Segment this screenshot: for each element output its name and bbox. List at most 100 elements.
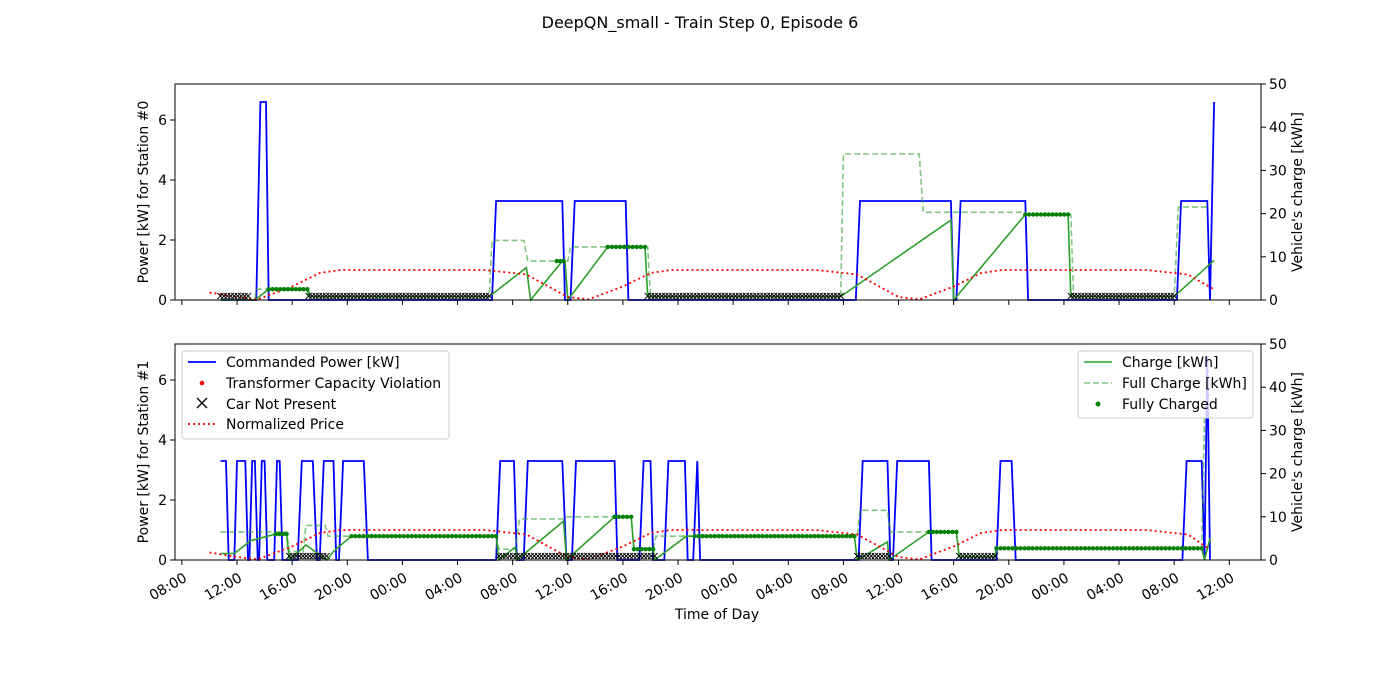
station-1-fully-charged-marker	[1111, 546, 1116, 551]
station-1-fully-charged-marker	[353, 534, 358, 539]
legend-charge-label: Charge [kWh]	[1122, 355, 1218, 371]
station-0-right-ytick-label: 0	[1269, 293, 1278, 309]
legend-commanded-label: Commanded Power [kW]	[226, 355, 400, 371]
station-1-fully-charged-marker	[1046, 546, 1051, 551]
station-1-fully-charged-marker	[1038, 546, 1043, 551]
station-1-fully-charged-marker	[381, 534, 386, 539]
station-1-fully-charged-marker	[840, 534, 845, 539]
station-1-commanded-power-kw-line	[220, 355, 1211, 561]
station-1-fully-charged-marker	[780, 534, 785, 539]
station-1-fully-charged-marker	[692, 534, 697, 539]
station-0-fully-charged-marker	[1062, 212, 1067, 217]
station-1-fully-charged-marker	[716, 534, 721, 539]
station-1-car-not-present-marker	[651, 552, 658, 560]
station-1-fully-charged-marker	[1199, 546, 1204, 551]
station-1-fully-charged-marker	[708, 534, 713, 539]
station-1-fully-charged-marker	[930, 529, 935, 535]
station-1-fully-charged-marker	[736, 534, 741, 539]
station-1-normalized-price-line	[209, 529, 1211, 561]
station-1-fully-charged-marker	[277, 531, 282, 537]
station-1-fully-charged-marker	[1022, 546, 1027, 551]
station-0-fully-charged-marker	[1034, 212, 1040, 217]
station-0-fully-charged-marker	[1054, 212, 1059, 217]
station-1-fully-charged-marker	[421, 534, 426, 539]
station-1-fully-charged-marker	[954, 529, 959, 535]
station-1-car-not-present-marker	[991, 552, 999, 560]
station-0-fully-charged-marker	[266, 287, 271, 292]
station-1-fully-charged-marker	[639, 547, 644, 552]
station-1-axes-frame	[174, 343, 1262, 561]
station-1-fully-charged-marker	[696, 534, 701, 539]
station-1-fully-charged-marker	[433, 534, 438, 539]
station-0-car-not-present-marker	[1170, 292, 1178, 300]
station-1-fully-charged-marker	[1006, 546, 1011, 551]
legend-right: Charge [kWh] Full Charge [kWh] Fully Cha…	[1077, 350, 1254, 419]
station-0-left-ytick-label: 2	[158, 233, 167, 249]
station-1-fully-charged-marker	[1131, 546, 1136, 551]
station-1-fully-charged-marker	[748, 534, 753, 539]
station-1-fully-charged-marker	[1143, 546, 1148, 551]
station-0-right-ylabel: Vehicle's charge [kWh]	[1290, 112, 1306, 272]
station-1-fully-charged-marker	[942, 529, 947, 535]
station-1-car-not-present-marker	[323, 552, 330, 560]
station-1-fully-charged-marker	[752, 534, 757, 539]
station-0-fully-charged-marker	[609, 244, 615, 250]
station-1-fully-charged-marker	[1123, 546, 1128, 551]
station-1-fully-charged-marker	[461, 534, 467, 539]
station-1-fully-charged-marker	[393, 534, 398, 539]
station-1-fully-charged-marker	[373, 534, 378, 539]
station-1-car-not-present-marker	[885, 552, 893, 560]
station-0-right-ytick-label: 50	[1269, 77, 1287, 93]
station-1-fully-charged-marker	[1042, 546, 1047, 551]
station-1-fully-charged-marker	[273, 531, 278, 537]
station-0-fully-charged-marker	[1038, 212, 1044, 217]
station-1-fully-charged-marker	[377, 534, 382, 539]
station-1-fully-charged-marker	[1054, 546, 1060, 551]
station-0-fully-charged-marker	[293, 287, 298, 292]
station-1-fully-charged-marker	[643, 547, 648, 552]
station-1-fully-charged-marker	[385, 534, 390, 539]
station-1-fully-charged-marker	[832, 534, 837, 539]
x-axis-label: Time of Day	[674, 607, 759, 623]
station-1-fully-charged-marker	[852, 534, 857, 539]
station-0-fully-charged-marker	[617, 244, 623, 250]
legend-fullycharged-swatch	[1095, 401, 1101, 407]
station-0-fully-charged-marker	[634, 244, 639, 250]
station-1-fully-charged-marker	[369, 534, 374, 539]
station-1-fully-charged-marker	[361, 534, 366, 539]
station-1-fully-charged-marker	[635, 547, 640, 552]
legend-notpresent-label: Car Not Present	[226, 397, 337, 413]
station-0-left-ytick-label: 6	[158, 113, 167, 129]
station-1-fully-charged-marker	[616, 514, 621, 519]
station-1-fully-charged-marker	[1191, 546, 1196, 551]
station-0-right-ytick-label: 40	[1269, 120, 1287, 136]
station-1-fully-charged-marker	[1034, 546, 1039, 551]
station-1-fully-charged-marker	[792, 534, 797, 539]
station-1-fully-charged-marker	[453, 534, 459, 539]
station-1-fully-charged-marker	[808, 534, 813, 539]
station-0-car-not-present-marker	[485, 292, 493, 300]
station-1-fully-charged-marker	[1026, 546, 1031, 551]
station-1-fully-charged-marker	[804, 534, 809, 539]
station-1-fully-charged-marker	[998, 546, 1003, 551]
station-1-fully-charged-marker	[788, 534, 793, 539]
station-1-fully-charged-marker	[651, 547, 656, 552]
station-1-fully-charged-marker	[1171, 546, 1176, 551]
station-0-fully-charged-marker	[622, 244, 627, 250]
station-1-fully-charged-marker	[720, 534, 725, 539]
station-1-fully-charged-marker	[397, 534, 402, 539]
station-0-fully-charged-marker	[1050, 212, 1055, 217]
station-1-left-ytick-label: 6	[158, 373, 167, 389]
station-1-fully-charged-marker	[800, 534, 805, 539]
station-0-fully-charged-marker	[285, 287, 291, 292]
station-1-fully-charged-marker	[1163, 546, 1168, 551]
station-1-fully-charged-marker	[1094, 546, 1100, 551]
station-1-fully-charged-marker	[1179, 546, 1184, 551]
station-1-fully-charged-marker	[1119, 546, 1124, 551]
station-1-fully-charged-marker	[1086, 546, 1092, 551]
station-0-fully-charged-marker	[642, 244, 648, 250]
station-1-fully-charged-marker	[624, 514, 630, 519]
station-1-fully-charged-marker	[1098, 546, 1104, 551]
station-1-left-ylabel: Power [kW] for Station #1	[136, 361, 152, 544]
station-0-fully-charged-marker	[613, 244, 619, 250]
